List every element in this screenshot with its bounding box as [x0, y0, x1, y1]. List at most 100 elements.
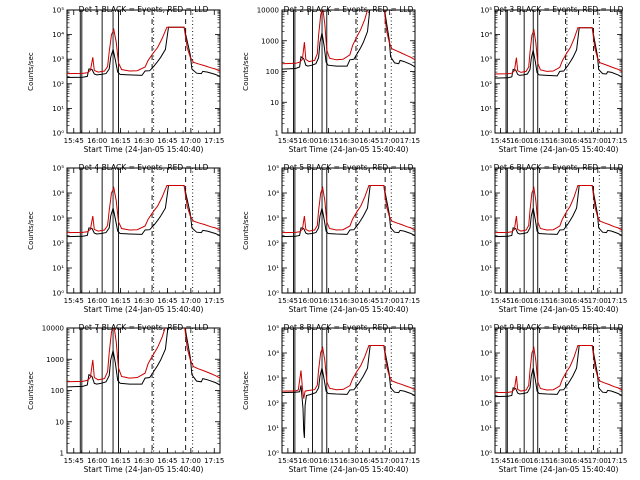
y-tick-label: 10⁵ — [52, 7, 64, 15]
x-tick-label: 16:00 — [87, 137, 107, 145]
x-tick-label: 16:45 — [157, 137, 177, 145]
x-tick-label: 16:30 — [339, 137, 359, 145]
y-tick-label: 10 — [55, 418, 64, 426]
panel-title: Det 1-BLACK = Events, RED = LLD — [79, 5, 209, 14]
y-tick-label: 10² — [52, 80, 64, 88]
events-series-line — [282, 185, 415, 238]
x-tick-label: 16:15 — [111, 457, 131, 465]
x-tick-label: 17:15 — [400, 297, 420, 305]
y-tick-label: 1000 — [261, 37, 279, 45]
y-tick-label: 10³ — [52, 215, 64, 223]
panel-title: Det 3-BLACK = Events, RED = LLD — [494, 5, 624, 14]
y-axis-label: Counts/sec — [242, 371, 250, 410]
lld-series-line — [282, 185, 415, 234]
lld-series-line — [495, 345, 622, 394]
x-tick-label: 17:15 — [204, 457, 224, 465]
y-axis-label: Counts/sec — [242, 211, 250, 250]
y-axis-label: Counts/sec — [27, 211, 35, 250]
x-tick-label: 17:00 — [380, 457, 400, 465]
plot-frame — [494, 327, 623, 454]
panel-title: Det 4-BLACK = Events, RED = LLD — [79, 163, 209, 172]
x-tick-label: 15:45 — [278, 457, 298, 465]
x-tick-label: 16:45 — [568, 457, 588, 465]
x-tick-label: 16:45 — [568, 137, 588, 145]
y-tick-label: 10¹ — [480, 105, 492, 113]
x-tick-label: 17:00 — [181, 137, 201, 145]
events-series-line — [495, 185, 622, 238]
plot-frame — [494, 9, 623, 134]
lld-series-line — [495, 27, 622, 75]
y-tick-label: 10⁴ — [480, 31, 492, 39]
y-tick-label: 100 — [266, 68, 279, 76]
x-tick-label: 16:30 — [549, 457, 569, 465]
panel-title: Det 6-BLACK = Events, RED = LLD — [494, 163, 624, 172]
y-tick-label: 10⁵ — [52, 165, 64, 173]
detector-panel-2: 1 10 100 1000 10000 15:45 16:00 16:15 16:30 16:45… — [242, 5, 420, 154]
y-tick-label: 100 — [51, 387, 64, 395]
x-tick-label: 15:45 — [278, 297, 298, 305]
x-tick-label: 16:00 — [298, 137, 318, 145]
y-axis-label: Counts/sec — [27, 52, 35, 91]
y-tick-label: 10¹ — [267, 265, 279, 273]
x-tick-label: 17:15 — [607, 137, 627, 145]
y-tick-label: 10⁰ — [52, 130, 64, 138]
x-tick-label: 17:15 — [400, 457, 420, 465]
y-tick-label: 10³ — [480, 215, 492, 223]
detector-panel-8: 10⁰ 10¹ 10² 10³ 10⁴ 10⁵ 15:45 16:00 16:15 16:30 16… — [242, 323, 420, 474]
plot-frame — [281, 167, 416, 294]
x-tick-label: 17:00 — [181, 297, 201, 305]
lld-series-line — [67, 26, 220, 75]
x-tick-label: 17:15 — [607, 457, 627, 465]
x-tick-label: 15:45 — [491, 137, 511, 145]
y-tick-label: 1000 — [46, 356, 64, 364]
y-tick-label: 10¹ — [480, 425, 492, 433]
y-tick-label: 10⁰ — [480, 290, 492, 298]
y-tick-label: 10⁵ — [267, 325, 279, 333]
x-tick-label: 16:00 — [510, 297, 530, 305]
x-tick-label: 16:45 — [359, 137, 379, 145]
y-tick-label: 10⁴ — [480, 190, 492, 198]
x-axis-label: Start Time (24-Jan-05 15:40:40) — [499, 465, 619, 474]
x-tick-label: 16:30 — [134, 297, 154, 305]
lld-series-line — [495, 185, 622, 234]
y-tick-label: 10³ — [52, 56, 64, 64]
x-tick-label: 16:30 — [339, 297, 359, 305]
x-tick-label: 15:45 — [64, 457, 84, 465]
x-axis-label: Start Time (24-Jan-05 15:40:40) — [499, 145, 619, 154]
y-tick-label: 10³ — [267, 215, 279, 223]
x-tick-label: 15:45 — [491, 457, 511, 465]
x-tick-label: 17:15 — [607, 297, 627, 305]
detector-panel-4: 10⁰ 10¹ 10² 10³ 10⁴ 10⁵ 15:45 16:00 16:15 16:30 16… — [27, 163, 224, 314]
x-tick-label: 16:30 — [134, 137, 154, 145]
lld-series-line — [67, 185, 220, 234]
y-axis-label: Counts/sec — [242, 52, 250, 91]
y-tick-label: 10000 — [257, 7, 279, 15]
x-tick-label: 16:00 — [510, 457, 530, 465]
plot-frame — [281, 327, 416, 454]
y-tick-label: 10⁵ — [480, 7, 492, 15]
x-tick-label: 15:45 — [64, 297, 84, 305]
y-tick-label: 10³ — [480, 375, 492, 383]
y-tick-label: 10000 — [42, 325, 64, 333]
x-axis-label: Start Time (24-Jan-05 15:40:40) — [84, 465, 204, 474]
panel-title: Det 9-BLACK = Events, RED = LLD — [494, 323, 624, 332]
x-tick-label: 16:15 — [111, 137, 131, 145]
x-axis-label: Start Time (24-Jan-05 15:40:40) — [84, 305, 204, 314]
detector-panel-1: 10⁰ 10¹ 10² 10³ 10⁴ 10⁵ 15:45 16:00 16:15 16:30 16… — [27, 5, 224, 154]
y-tick-label: 10⁴ — [267, 350, 279, 358]
x-tick-label: 17:15 — [204, 137, 224, 145]
y-tick-label: 10³ — [480, 56, 492, 64]
y-tick-label: 10⁴ — [267, 190, 279, 198]
lld-series-line — [67, 328, 220, 383]
events-series-line — [495, 345, 622, 398]
detector-panel-3: 10⁰ 10¹ 10² 10³ 10⁴ 10⁵ 15:45 16:00 16:15 16:30 16… — [480, 5, 627, 154]
x-tick-label: 16:45 — [359, 297, 379, 305]
y-tick-label: 10² — [267, 400, 279, 408]
x-tick-label: 16:00 — [87, 457, 107, 465]
x-tick-label: 16:30 — [134, 457, 154, 465]
y-tick-label: 10² — [52, 240, 64, 248]
events-series-line — [67, 328, 220, 388]
y-tick-label: 10⁰ — [480, 130, 492, 138]
x-tick-label: 16:00 — [510, 137, 530, 145]
y-tick-label: 10⁵ — [267, 165, 279, 173]
